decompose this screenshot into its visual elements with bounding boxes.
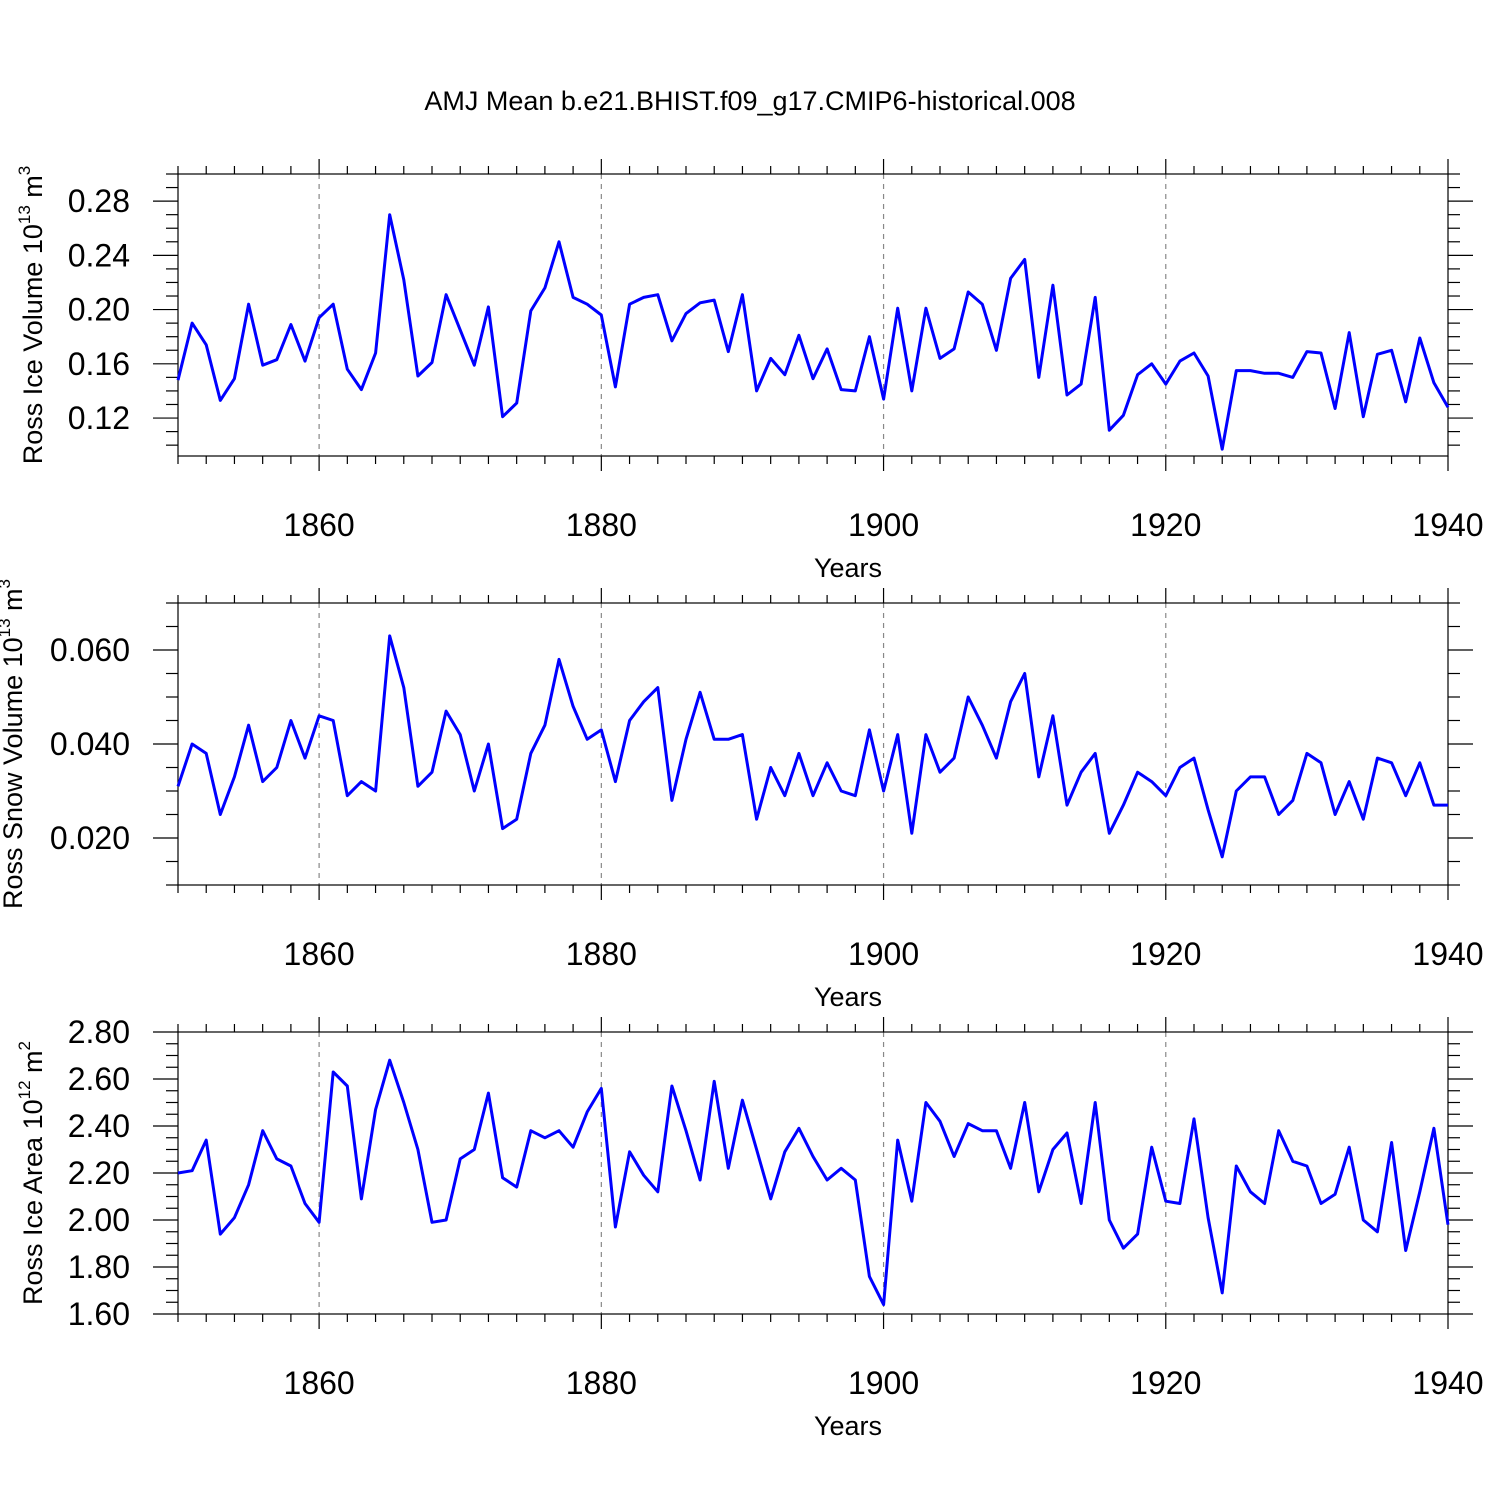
x-tick-label: 1880 — [566, 1365, 637, 1401]
y-tick-label: 0.28 — [68, 183, 130, 219]
figure-title: AMJ Mean b.e21.BHIST.f09_g17.CMIP6-histo… — [424, 86, 1075, 116]
series-line — [176, 213, 1450, 451]
y-axis-title-part: m — [18, 175, 48, 205]
y-axis-title: Ross Ice Area 1012 m2 — [15, 1041, 48, 1305]
y-tick-label: 2.00 — [68, 1202, 130, 1238]
y-axis-title-part: Ross Ice Area 10 — [18, 1099, 48, 1305]
y-tick-label: 0.12 — [68, 400, 130, 436]
x-tick-label: 1940 — [1412, 936, 1483, 972]
y-tick-label: 0.040 — [50, 726, 130, 762]
y-tick-label: 0.060 — [50, 632, 130, 668]
x-tick-label: 1900 — [848, 1365, 919, 1401]
series-line — [177, 1058, 1450, 1307]
x-tick-label: 1900 — [848, 936, 919, 972]
y-axis-title-part: Ross Ice Volume 10 — [18, 224, 48, 464]
x-axis-title: Years — [814, 1411, 882, 1441]
y-axis-title: Ross Ice Volume 1013 m3 — [15, 166, 48, 465]
x-tick-label: 1880 — [566, 936, 637, 972]
chart-panel-2: 1860 1880 1900 1920 1940 0.020 0.040 0.060 Years… — [0, 579, 1484, 1012]
y-tick-label: 0.020 — [50, 820, 130, 856]
y-tick-label: 2.40 — [68, 1108, 130, 1144]
y-tick-label: 1.80 — [68, 1249, 130, 1285]
x-tick-label: 1860 — [284, 936, 355, 972]
y-axis-title-superscript: 2 — [15, 1041, 34, 1050]
y-axis-title-part: m — [18, 1050, 48, 1080]
x-tick-label: 1860 — [284, 1365, 355, 1401]
x-tick-label: 1920 — [1130, 936, 1201, 972]
y-tick-label: 0.24 — [68, 237, 130, 273]
y-tick-label: 1.60 — [68, 1296, 130, 1332]
y-axis-title-part: m — [0, 588, 28, 618]
chart-panel-3: 1860 1880 1900 1920 1940 1.60 1.80 2.00 2.20 2.40… — [15, 1014, 1484, 1441]
x-tick-label: 1940 — [1412, 507, 1483, 543]
y-axis-title-superscript: 13 — [15, 205, 34, 224]
y-axis-title-superscript: 13 — [0, 618, 14, 637]
y-tick-label: 2.20 — [68, 1155, 130, 1191]
y-axis-title-superscript: 12 — [15, 1080, 34, 1099]
x-tick-label: 1860 — [284, 507, 355, 543]
x-tick-label: 1880 — [566, 507, 637, 543]
plot-frame — [177, 173, 1449, 457]
x-axis-title: Years — [814, 553, 882, 583]
panels: 1860 1880 1900 1920 1940 0.12 0.16 0.20 0.24 0.28… — [0, 159, 1484, 1441]
y-tick-label: 2.80 — [68, 1014, 130, 1050]
y-axis-title-part: Ross Snow Volume 10 — [0, 637, 28, 909]
series-line — [176, 634, 1448, 859]
y-tick-label: 0.16 — [68, 346, 130, 382]
y-tick-label: 0.20 — [68, 292, 130, 328]
x-tick-label: 1900 — [848, 507, 919, 543]
y-axis-title-superscript: 3 — [0, 579, 14, 588]
x-tick-label: 1920 — [1130, 1365, 1201, 1401]
x-tick-label: 1920 — [1130, 507, 1201, 543]
x-axis-title: Years — [814, 982, 882, 1012]
y-axis-title-superscript: 3 — [15, 166, 34, 175]
plot-frame — [177, 1031, 1449, 1315]
y-tick-label: 2.60 — [68, 1061, 130, 1097]
x-tick-label: 1940 — [1412, 1365, 1483, 1401]
y-axis-title: Ross Snow Volume 1013 m3 — [0, 579, 28, 909]
chart-panel-1: 1860 1880 1900 1920 1940 0.12 0.16 0.20 0.24 0.28… — [15, 159, 1484, 583]
plot-frame — [177, 602, 1449, 886]
